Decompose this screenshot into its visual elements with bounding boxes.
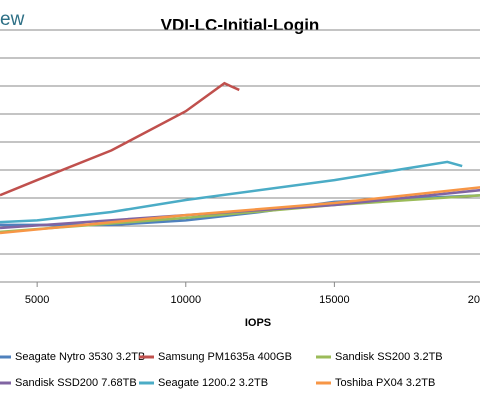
- legend-label: Seagate Nytro 3530 3.2TB: [15, 351, 145, 363]
- series-line: [0, 81, 240, 197]
- series-line: [0, 160, 463, 224]
- legend-label: Samsung PM1635a 400GB: [158, 351, 292, 363]
- logo: ew: [0, 9, 25, 30]
- legend-label: Sandisk SS200 3.2TB: [335, 351, 443, 363]
- x-tick-label: 5000: [25, 294, 49, 306]
- legend-label: Seagate 1200.2 3.2TB: [158, 377, 268, 389]
- x-tick-label: 10000: [170, 294, 201, 306]
- x-axis-label: IOPS: [245, 317, 271, 329]
- chart-title: VDI-LC-Initial-Login: [161, 15, 320, 34]
- legend-label: Toshiba PX04 3.2TB: [335, 377, 435, 389]
- x-tick-label: 20000: [468, 294, 480, 306]
- legend-label: Sandisk SSD200 7.68TB: [15, 377, 137, 389]
- x-tick-label: 15000: [319, 294, 350, 306]
- series-line: [0, 186, 480, 235]
